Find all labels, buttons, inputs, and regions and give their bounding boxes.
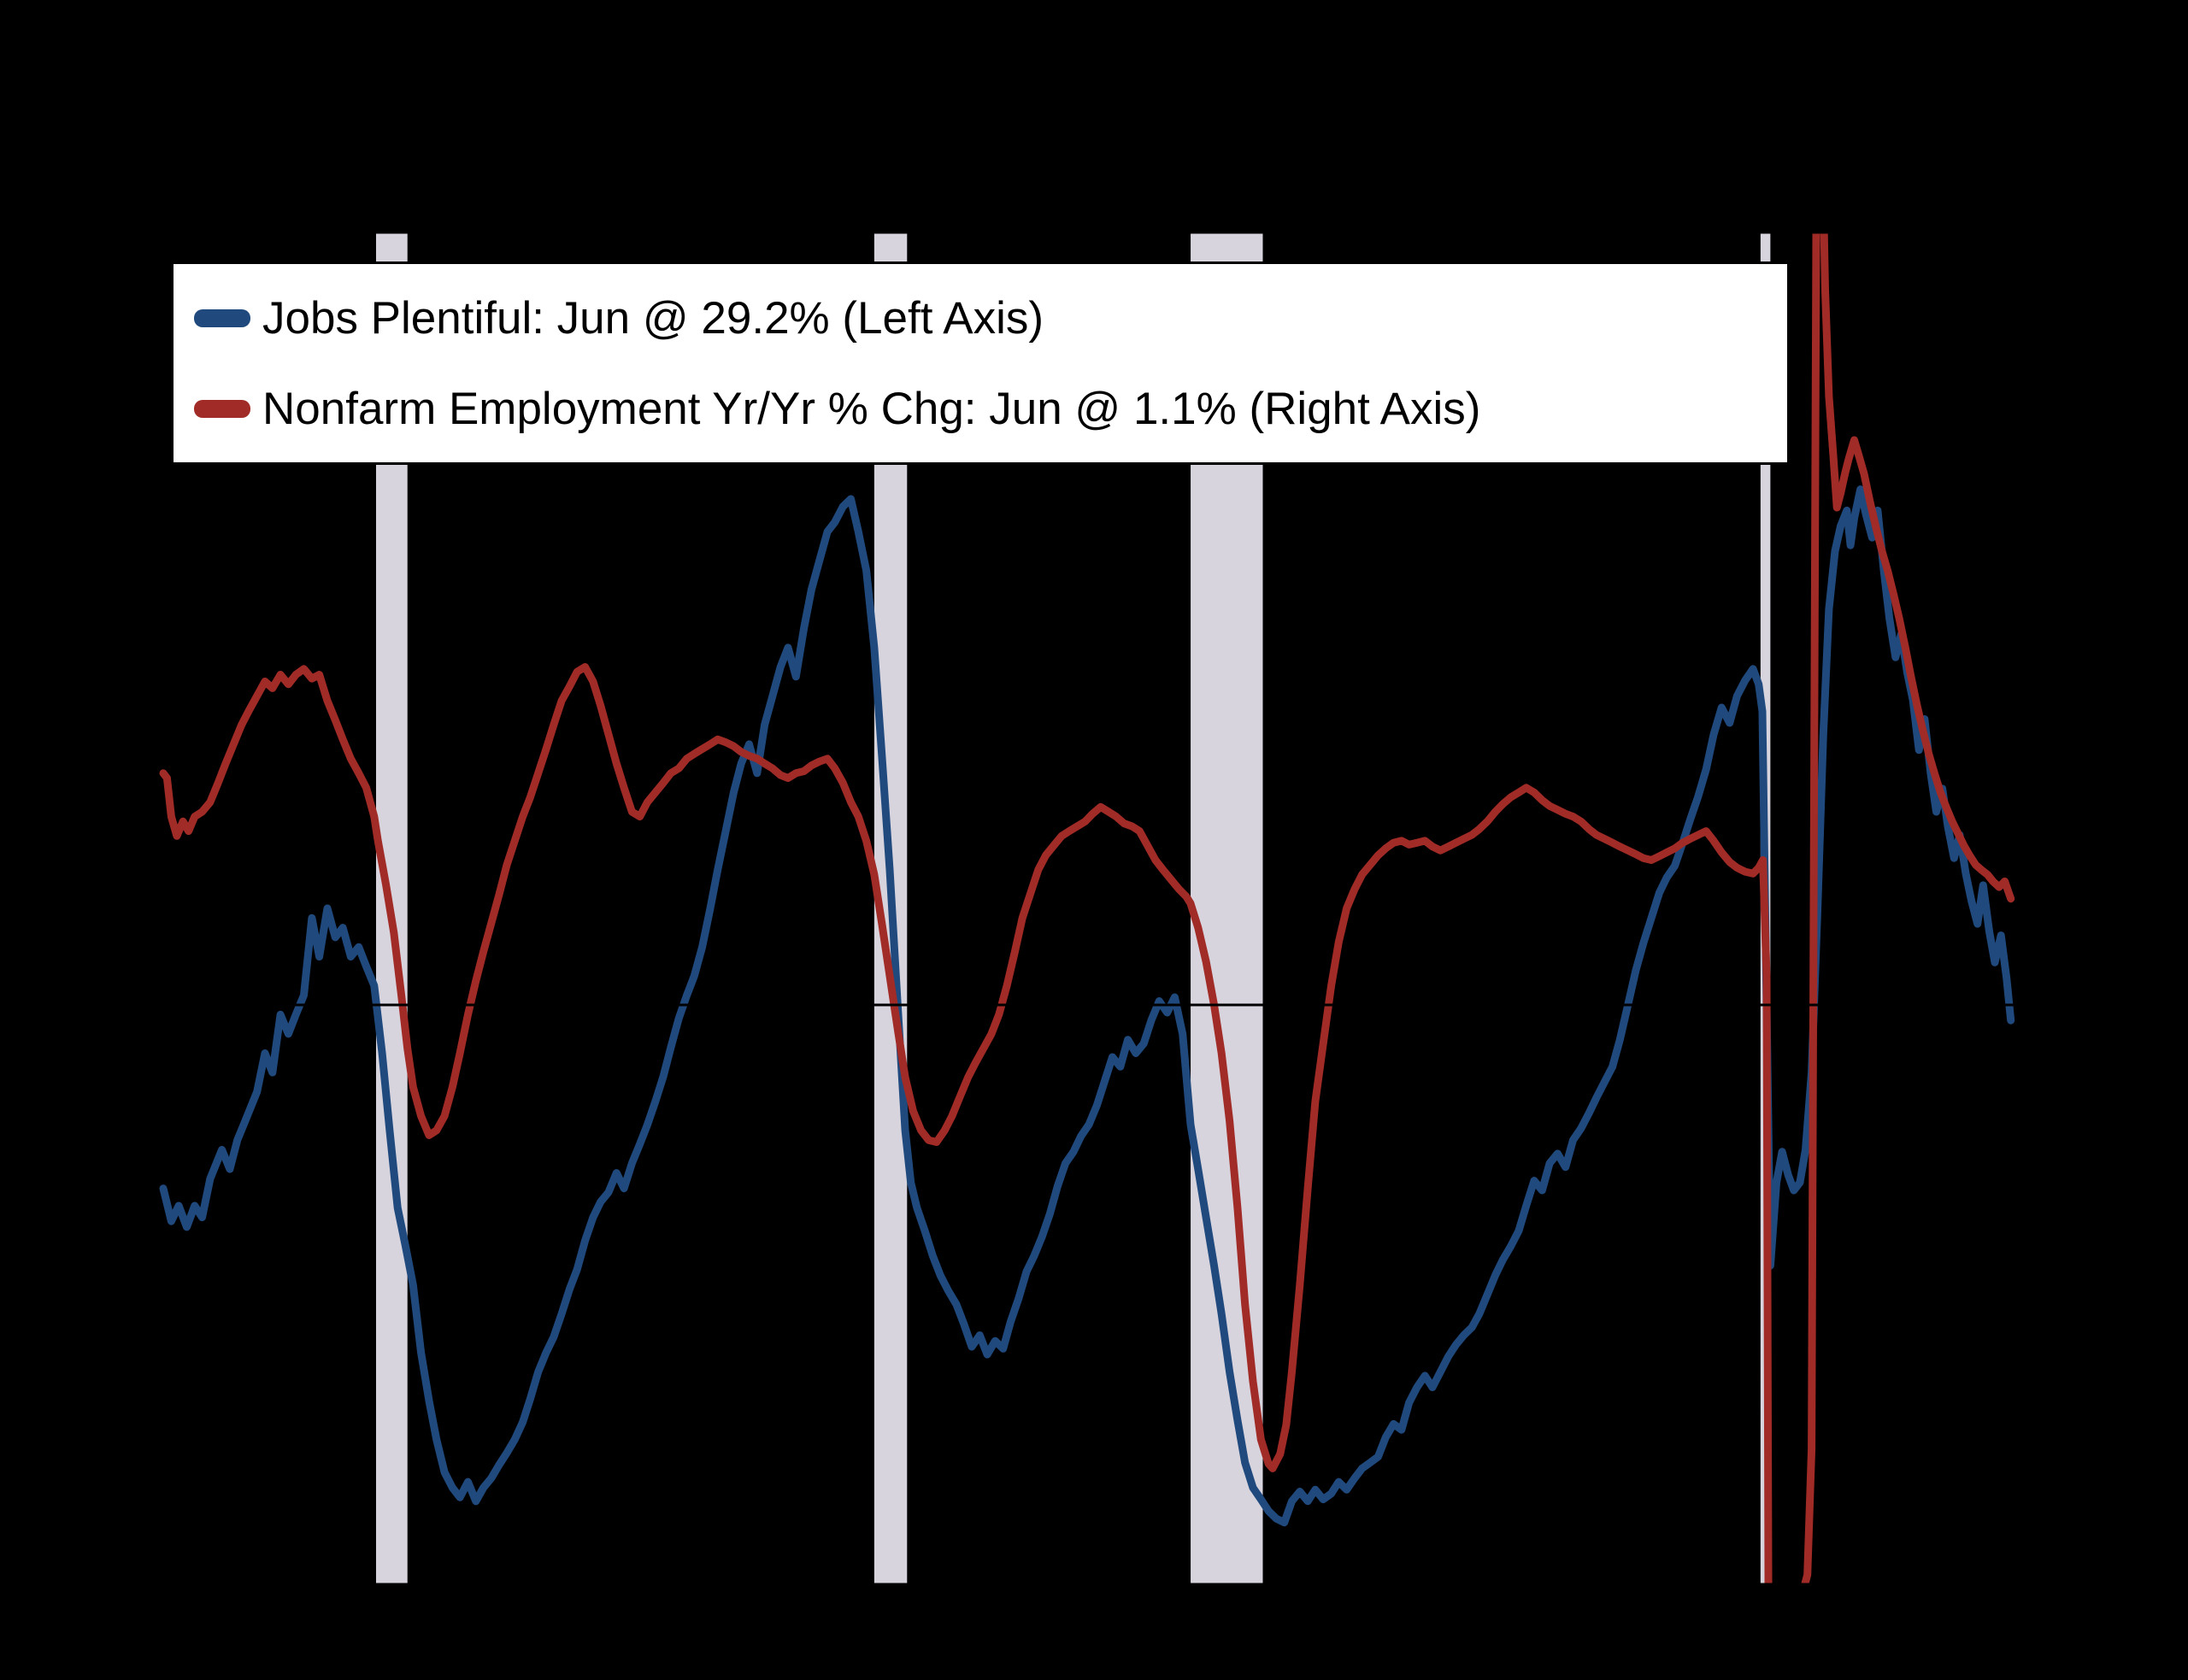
x-axis-label: 06: [1079, 1627, 1122, 1671]
x-axis-label: 88: [235, 1627, 279, 1671]
left-axis-label: 20%: [54, 1176, 132, 1220]
left-axis-label: 70%: [54, 210, 132, 255]
x-axis-label: 18: [1641, 1627, 1685, 1671]
x-axis-label: 96: [610, 1627, 654, 1671]
right-axis-label: 8%: [2104, 210, 2161, 255]
left-axis-label: 40%: [54, 790, 132, 834]
left-axis-label: 0%: [76, 1562, 132, 1607]
right-axis-label: 0%: [2104, 983, 2161, 1027]
x-axis-label: 24: [1922, 1627, 1966, 1671]
right-axis-label: 2%: [2104, 790, 2161, 834]
legend-box: Jobs Plentiful: Jun @ 29.2% (Left Axis) …: [171, 261, 1790, 465]
chart-subtitle: Percent of Consumers; Year-over-Year Per…: [420, 141, 1768, 189]
x-axis-label: 02: [891, 1627, 935, 1671]
blue-line-swatch-icon: [194, 308, 250, 327]
x-axis-label: 90: [329, 1627, 373, 1671]
plot-frame: [156, 231, 2079, 1586]
x-axis-label: 00: [797, 1627, 841, 1671]
x-axis-label: 20: [1735, 1627, 1779, 1671]
x-axis-label: 98: [703, 1627, 747, 1671]
x-axis-label: 10: [1267, 1627, 1310, 1671]
legend-label-nonfarm-employment: Nonfarm Employment Yr/Yr % Chg: Jun @ 1.…: [262, 383, 1481, 434]
red-line-swatch-icon: [194, 399, 250, 418]
x-axis-label: 22: [1829, 1627, 1873, 1671]
series-line-nonfarm-employment-yr-yr-chg: [159, 232, 2015, 1584]
x-axis-label: 14: [1454, 1627, 1497, 1671]
left-axis-label: 60%: [54, 403, 132, 448]
right-axis-label: 4%: [2104, 596, 2161, 641]
legend-item-jobs-plentiful: Jobs Plentiful: Jun @ 29.2% (Left Axis): [194, 292, 1787, 344]
x-axis-label: 94: [516, 1627, 560, 1671]
legend-label-jobs-plentiful: Jobs Plentiful: Jun @ 29.2% (Left Axis): [262, 292, 1044, 344]
left-axis-label: 30%: [54, 983, 132, 1027]
x-axis-label: 16: [1548, 1627, 1591, 1671]
x-axis-label: 08: [1173, 1627, 1216, 1671]
x-axis-label: 12: [1360, 1627, 1403, 1671]
left-axis-label: 10%: [54, 1369, 132, 1413]
chart-title: Jobs Plentiful vs. Nonfarm Employment: [464, 50, 1724, 123]
right-axis-label: -4%: [2104, 1369, 2174, 1413]
legend-item-nonfarm-employment: Nonfarm Employment Yr/Yr % Chg: Jun @ 1.…: [194, 383, 1787, 435]
left-axis-label: 50%: [54, 596, 132, 641]
right-axis-label: 6%: [2104, 403, 2161, 448]
x-axis-label: 86: [141, 1627, 185, 1671]
x-axis-label: 04: [985, 1627, 1029, 1671]
right-axis-label: -2%: [2104, 1176, 2174, 1220]
x-axis-label: 92: [422, 1627, 466, 1671]
right-axis-label: -6%: [2104, 1562, 2174, 1607]
series-line-jobs-plentiful: [159, 485, 2015, 1527]
